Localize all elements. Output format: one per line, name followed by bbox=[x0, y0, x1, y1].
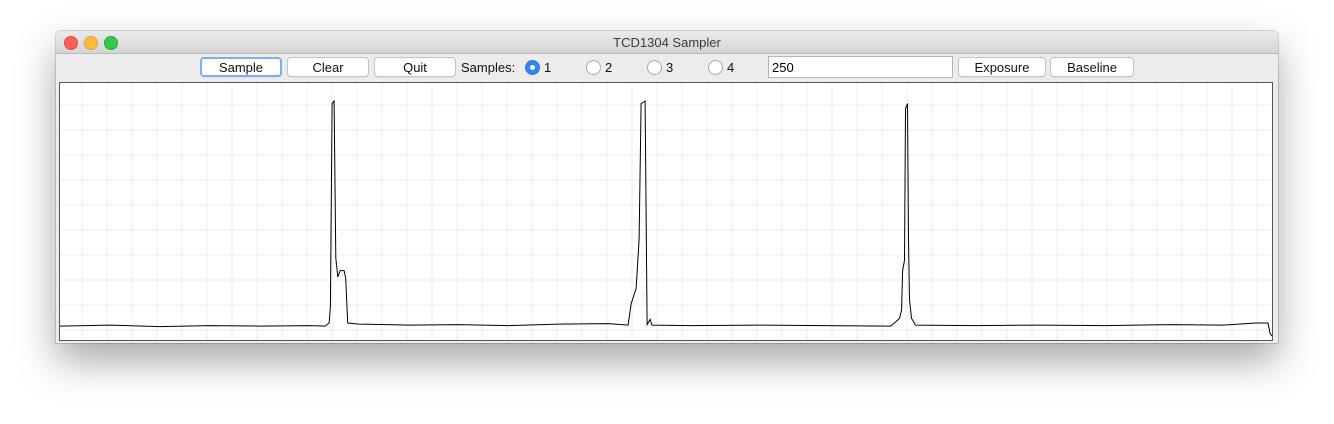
samples-label: Samples: bbox=[461, 60, 516, 75]
samples-radio-4[interactable] bbox=[708, 60, 723, 75]
quit-button[interactable]: Quit bbox=[374, 57, 456, 77]
signal-chart bbox=[60, 83, 1272, 340]
samples-radio-2-label: 2 bbox=[605, 60, 613, 75]
signal-trace bbox=[60, 99, 1272, 337]
minimize-button[interactable] bbox=[84, 36, 98, 50]
samples-radio-1-label: 1 bbox=[544, 60, 552, 75]
samples-radio-3[interactable] bbox=[647, 60, 662, 75]
title-bar: TCD1304 Sampler bbox=[56, 31, 1278, 54]
exposure-button[interactable]: Exposure bbox=[958, 57, 1046, 77]
sample-button[interactable]: Sample bbox=[200, 57, 282, 77]
window-title: TCD1304 Sampler bbox=[613, 35, 721, 50]
close-button[interactable] bbox=[64, 36, 78, 50]
baseline-button[interactable]: Baseline bbox=[1050, 57, 1134, 77]
samples-radio-2[interactable] bbox=[586, 60, 601, 75]
samples-radio-1[interactable] bbox=[525, 60, 540, 75]
samples-radio-3-label: 3 bbox=[666, 60, 674, 75]
samples-radio-4-label: 4 bbox=[727, 60, 735, 75]
clear-button[interactable]: Clear bbox=[287, 57, 369, 77]
signal-plot bbox=[59, 82, 1273, 341]
exposure-input[interactable] bbox=[768, 56, 953, 78]
app-window: TCD1304 Sampler Sample Clear Quit Sample… bbox=[56, 31, 1278, 343]
zoom-button[interactable] bbox=[104, 36, 118, 50]
